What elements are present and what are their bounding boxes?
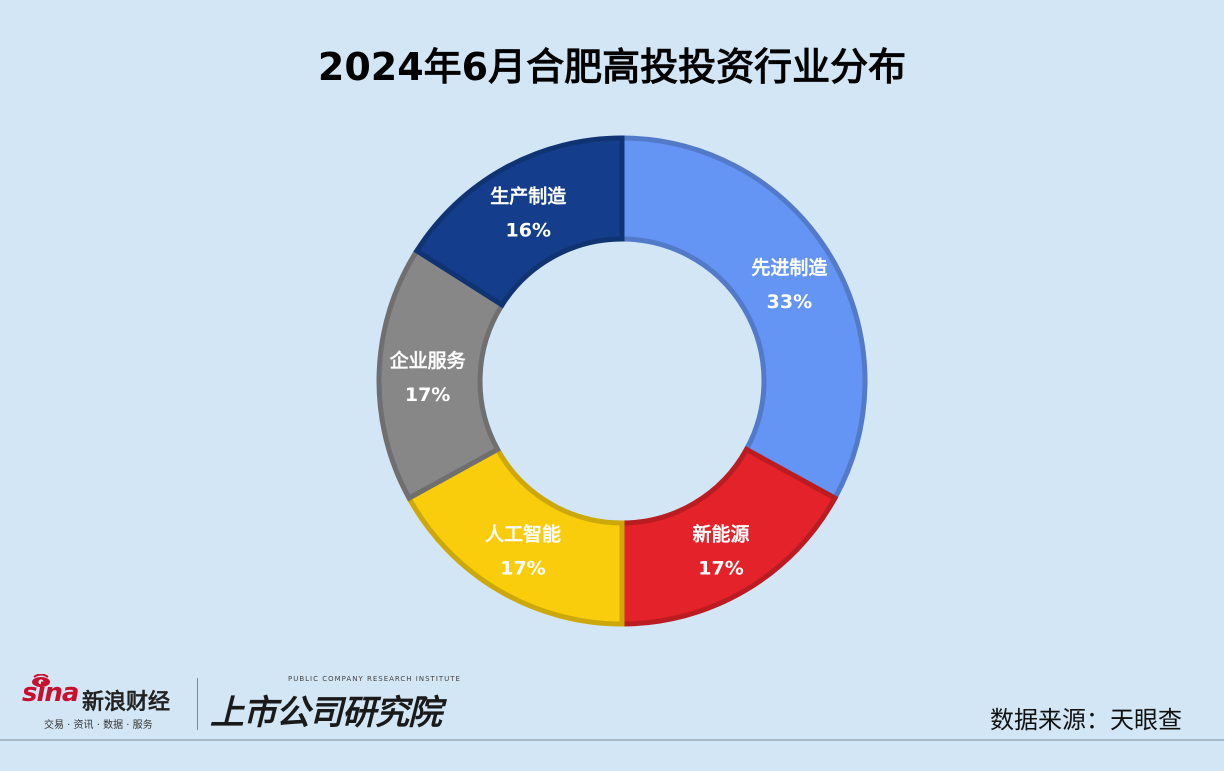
donut-slice-1	[619, 135, 868, 502]
data-source: 数据来源：天眼查	[990, 706, 1182, 734]
slice-category-label: 企业服务	[389, 349, 467, 372]
sina-finance-logo: sina 新浪财经 交易 · 资讯 · 数据 · 服务	[22, 674, 192, 736]
sina-finance-name: 新浪财经	[82, 690, 171, 715]
sina-tagline: 交易 · 资讯 · 数据 · 服务	[44, 720, 153, 731]
slice-category-label: 生产制造	[490, 185, 567, 208]
slice-percent-label: 17%	[500, 557, 545, 579]
footer-divider-line	[0, 739, 1224, 741]
institute-chinese-name: 上市公司研究院	[210, 693, 442, 733]
slice-percent-label: 17%	[698, 557, 743, 579]
research-institute-logo: PUBLIC COMPANY RESEARCH INSTITUTE 上市公司研究…	[206, 673, 460, 733]
chart-title: 2024年6月合肥高投投资行业分布	[317, 45, 907, 89]
institute-english-name: PUBLIC COMPANY RESEARCH INSTITUTE	[288, 675, 461, 683]
slice-category-label: 新能源	[693, 522, 750, 545]
sina-eye-icon	[32, 674, 50, 687]
slice-percent-label: 16%	[506, 220, 551, 242]
sina-brand-text: sina	[22, 678, 79, 708]
slice-percent-label: 17%	[405, 384, 450, 406]
logo-divider	[197, 678, 198, 730]
slice-percent-label: 33%	[767, 291, 812, 313]
donut-slice-5	[413, 135, 625, 309]
slice-category-label: 人工智能	[485, 522, 561, 545]
slice-category-label: 先进制造	[751, 256, 828, 279]
